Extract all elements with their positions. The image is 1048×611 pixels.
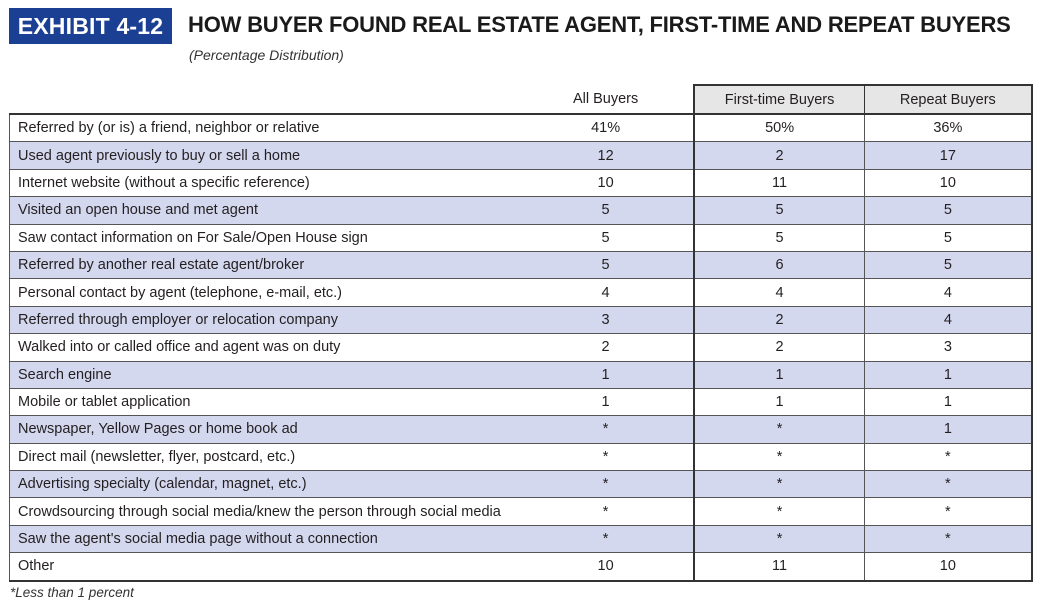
row-label: Direct mail (newsletter, flyer, postcard… — [8, 443, 518, 472]
row-label: Used agent previously to buy or sell a h… — [8, 141, 518, 170]
exhibit-badge: EXHIBIT 4-12 — [9, 8, 172, 44]
row-label: Referred through employer or relocation … — [8, 306, 518, 335]
row-label: Saw the agent's social media page withou… — [8, 525, 518, 554]
first-time-value: * — [693, 443, 865, 472]
first-time-value: 4 — [693, 278, 865, 307]
repeat-value: 5 — [864, 224, 1033, 252]
all-buyers-value: 1 — [517, 361, 695, 389]
table-row: Referred by another real estate agent/br… — [8, 251, 1033, 280]
row-label: Crowdsourcing through social media/knew … — [8, 497, 518, 526]
table-row: Referred by (or is) a friend, neighbor o… — [8, 114, 1033, 143]
first-time-value: 5 — [693, 224, 865, 252]
repeat-value: 36% — [864, 114, 1033, 143]
first-time-value: * — [693, 470, 865, 499]
repeat-value: * — [864, 525, 1033, 554]
repeat-value: 17 — [864, 141, 1033, 170]
table-row: Advertising specialty (calendar, magnet,… — [8, 470, 1033, 499]
row-label: Referred by another real estate agent/br… — [8, 251, 518, 280]
first-time-value: * — [693, 497, 865, 526]
first-time-value: 11 — [693, 552, 865, 582]
first-time-value: 1 — [693, 361, 865, 389]
row-label: Advertising specialty (calendar, magnet,… — [8, 470, 518, 499]
first-time-value: 2 — [693, 333, 865, 362]
table-header-row: All Buyers First-time Buyers Repeat Buye… — [9, 84, 1033, 115]
row-label: Other — [8, 552, 518, 582]
repeat-value: 5 — [864, 251, 1033, 280]
row-label: Search engine — [8, 361, 518, 389]
row-label: Internet website (without a specific ref… — [8, 169, 518, 198]
table-row: Mobile or tablet application 1 1 1 — [8, 388, 1033, 417]
all-buyers-value: 1 — [517, 388, 695, 417]
all-buyers-value: 12 — [517, 141, 695, 170]
all-buyers-value: * — [517, 443, 695, 472]
repeat-value: 3 — [864, 333, 1033, 362]
header-first-time-buyers: First-time Buyers — [693, 84, 865, 115]
row-label: Personal contact by agent (telephone, e-… — [8, 278, 518, 307]
repeat-value: * — [864, 470, 1033, 499]
all-buyers-value: 41% — [517, 114, 695, 143]
all-buyers-value: 3 — [517, 306, 695, 335]
repeat-value: 10 — [864, 169, 1033, 198]
table-body: Referred by (or is) a friend, neighbor o… — [8, 114, 1033, 582]
table-row: Crowdsourcing through social media/knew … — [8, 497, 1033, 526]
first-time-value: 6 — [693, 251, 865, 280]
buyer-agent-table: All Buyers First-time Buyers Repeat Buye… — [8, 84, 1033, 582]
first-time-value: * — [693, 525, 865, 554]
table-row: Referred through employer or relocation … — [8, 306, 1033, 335]
all-buyers-value: 10 — [517, 169, 695, 198]
all-buyers-value: 4 — [517, 278, 695, 307]
first-time-value: * — [693, 415, 865, 444]
table-row: Personal contact by agent (telephone, e-… — [8, 278, 1033, 307]
all-buyers-value: 5 — [517, 224, 695, 252]
all-buyers-value: * — [517, 497, 695, 526]
all-buyers-value: * — [517, 470, 695, 499]
table-row: Used agent previously to buy or sell a h… — [8, 141, 1033, 170]
first-time-value: 11 — [693, 169, 865, 198]
first-time-value: 50% — [693, 114, 865, 143]
all-buyers-value: 5 — [517, 196, 695, 225]
table-row: Walked into or called office and agent w… — [8, 333, 1033, 362]
table-row: Internet website (without a specific ref… — [8, 169, 1033, 198]
repeat-value: 4 — [864, 306, 1033, 335]
header-label — [9, 85, 518, 115]
row-label: Mobile or tablet application — [8, 388, 518, 417]
table-row: Saw the agent's social media page withou… — [8, 525, 1033, 554]
exhibit-title: HOW BUYER FOUND REAL ESTATE AGENT, FIRST… — [188, 12, 1011, 37]
header-all-buyers: All Buyers — [517, 85, 695, 115]
table-row: Saw contact information on For Sale/Open… — [8, 224, 1033, 252]
row-label: Newspaper, Yellow Pages or home book ad — [8, 415, 518, 444]
row-label: Referred by (or is) a friend, neighbor o… — [8, 114, 518, 143]
repeat-value: * — [864, 443, 1033, 472]
table-row: Visited an open house and met agent 5 5 5 — [8, 196, 1033, 225]
first-time-value: 2 — [693, 306, 865, 335]
footnote: *Less than 1 percent — [10, 585, 134, 600]
repeat-value: 1 — [864, 415, 1033, 444]
exhibit-subtitle: (Percentage Distribution) — [189, 47, 344, 63]
repeat-value: * — [864, 497, 1033, 526]
table-row: Search engine 1 1 1 — [8, 361, 1033, 389]
all-buyers-value: 10 — [517, 552, 695, 582]
first-time-value: 1 — [693, 388, 865, 417]
repeat-value: 4 — [864, 278, 1033, 307]
header-repeat-buyers: Repeat Buyers — [864, 84, 1033, 115]
row-label: Walked into or called office and agent w… — [8, 333, 518, 362]
table-row: Newspaper, Yellow Pages or home book ad *… — [8, 415, 1033, 444]
first-time-value: 5 — [693, 196, 865, 225]
row-label: Saw contact information on For Sale/Open… — [8, 224, 518, 252]
repeat-value: 10 — [864, 552, 1033, 582]
table-row: Other 10 11 10 — [8, 552, 1033, 582]
table-row: Direct mail (newsletter, flyer, postcard… — [8, 443, 1033, 472]
repeat-value: 5 — [864, 196, 1033, 225]
repeat-value: 1 — [864, 388, 1033, 417]
repeat-value: 1 — [864, 361, 1033, 389]
all-buyers-value: * — [517, 525, 695, 554]
all-buyers-value: * — [517, 415, 695, 444]
row-label: Visited an open house and met agent — [8, 196, 518, 225]
all-buyers-value: 2 — [517, 333, 695, 362]
first-time-value: 2 — [693, 141, 865, 170]
all-buyers-value: 5 — [517, 251, 695, 280]
